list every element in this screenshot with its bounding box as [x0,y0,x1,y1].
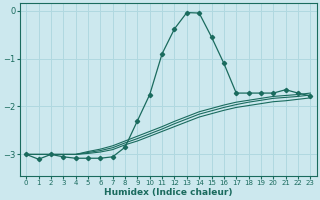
X-axis label: Humidex (Indice chaleur): Humidex (Indice chaleur) [104,188,233,197]
